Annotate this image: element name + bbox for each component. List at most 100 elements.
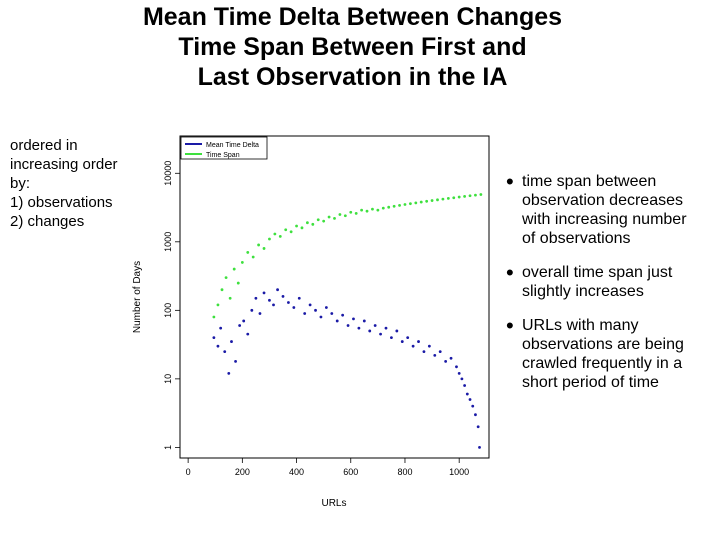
- series-mean-time-delta: [212, 288, 481, 449]
- y-axis-label: Number of Days: [132, 261, 143, 333]
- data-point: [457, 372, 461, 375]
- data-point: [287, 301, 290, 304]
- data-point: [379, 332, 382, 336]
- data-point: [257, 243, 261, 247]
- data-point: [212, 336, 216, 340]
- bullet-item: • time span between observation decrease…: [505, 169, 720, 248]
- data-point: [330, 312, 334, 315]
- data-point: [449, 356, 453, 360]
- data-point: [452, 196, 456, 200]
- data-point: [236, 281, 240, 285]
- data-point: [240, 261, 244, 264]
- data-point: [463, 384, 467, 387]
- data-point: [268, 298, 271, 302]
- data-point: [411, 344, 415, 348]
- data-point: [219, 326, 223, 330]
- data-point: [384, 326, 388, 330]
- data-point: [392, 204, 396, 208]
- y-tick-label: 10000: [163, 161, 173, 186]
- legend: Mean Time Delta Time Span: [180, 136, 268, 160]
- data-point: [242, 319, 246, 323]
- data-point: [220, 288, 224, 292]
- data-point: [284, 228, 288, 232]
- plot-frame: [179, 135, 490, 459]
- data-point: [460, 377, 464, 381]
- bullet-dot: •: [506, 313, 514, 338]
- data-point: [316, 218, 320, 222]
- data-point: [468, 194, 472, 198]
- data-point: [333, 216, 336, 220]
- data-point: [395, 329, 399, 333]
- data-point: [373, 324, 377, 327]
- data-point: [273, 232, 277, 236]
- data-point: [228, 296, 232, 300]
- side-note-line: ordered in: [10, 137, 78, 154]
- data-point: [400, 340, 404, 343]
- data-point: [463, 194, 467, 198]
- data-point: [398, 203, 401, 207]
- bullet-item: • URLs with many observations are being …: [505, 313, 720, 392]
- data-point: [468, 398, 472, 401]
- data-point: [441, 197, 445, 201]
- legend-box: [180, 136, 268, 160]
- bullet-dot: •: [506, 169, 514, 194]
- data-point: [258, 312, 262, 315]
- data-point: [335, 319, 339, 323]
- data-point: [376, 208, 380, 212]
- data-point: [390, 336, 393, 340]
- y-tick-label: 100: [163, 303, 173, 318]
- data-point: [417, 340, 420, 343]
- data-point: [430, 199, 434, 202]
- data-point: [250, 308, 254, 312]
- side-note: ordered in increasing order by: 1) obser…: [10, 136, 170, 231]
- data-point: [403, 203, 407, 206]
- title-line: Mean Time Delta Between Changes: [142, 3, 563, 31]
- data-point: [322, 219, 326, 223]
- bullet-line: observation decreases: [522, 192, 683, 209]
- bullet-line: time span between: [522, 173, 657, 190]
- x-tick-label: 600: [343, 467, 358, 477]
- side-note-line: increasing order: [10, 156, 118, 173]
- series-time-span: [212, 193, 483, 319]
- data-point: [295, 224, 298, 228]
- bullet-line: with increasing number: [522, 211, 687, 228]
- data-point: [408, 202, 412, 206]
- data-point: [224, 276, 228, 280]
- x-tick-label: 200: [235, 467, 250, 477]
- side-note-line: 2) changes: [10, 213, 85, 230]
- side-note-line: 1) observations: [10, 194, 113, 211]
- data-point: [471, 404, 475, 408]
- data-point: [354, 211, 358, 215]
- bullet-line: short period of time: [522, 374, 659, 391]
- data-point: [308, 303, 312, 307]
- data-point: [419, 200, 423, 204]
- data-point: [289, 230, 293, 234]
- data-point: [324, 306, 328, 309]
- data-point: [341, 313, 345, 317]
- data-point: [474, 193, 477, 197]
- data-point: [346, 324, 350, 327]
- data-point: [352, 317, 355, 321]
- data-point: [444, 359, 448, 363]
- y-axis: 1 10 100 1000 10000: [163, 161, 180, 450]
- bullet-line: of observations: [522, 230, 631, 247]
- bullet-dot: •: [506, 260, 514, 285]
- data-point: [314, 308, 317, 312]
- data-point: [216, 344, 220, 348]
- data-point: [268, 237, 271, 241]
- data-point: [368, 329, 372, 333]
- x-tick-label: 400: [289, 467, 304, 477]
- data-point: [425, 199, 429, 203]
- bullet-line: URLs with many: [522, 317, 639, 334]
- bullet-line: crawled frequently in a: [522, 355, 683, 372]
- data-point: [406, 336, 410, 340]
- data-point: [216, 303, 220, 307]
- data-point: [238, 324, 242, 327]
- x-axis: 0 200 400 600 800 1000: [186, 458, 469, 477]
- scatter-chart: 1 10 100 1000 10000 0 200 400 600 800 1000 Mean T…: [132, 135, 490, 509]
- data-point: [349, 210, 353, 214]
- data-point: [474, 413, 477, 417]
- y-tick-label: 1: [163, 445, 173, 450]
- data-point: [223, 350, 227, 353]
- data-point: [446, 196, 450, 200]
